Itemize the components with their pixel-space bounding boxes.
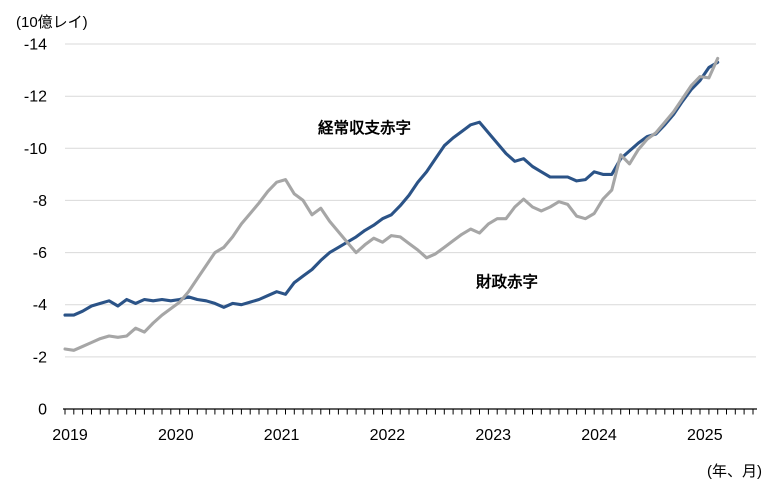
series-label-current-account-deficit: 経常収支赤字 (318, 120, 412, 137)
y-tick-label: -14 (24, 37, 47, 54)
x-tick-label: 2021 (264, 427, 300, 444)
y-tick-label: -12 (24, 89, 47, 106)
y-tick-label: -8 (33, 193, 47, 210)
series-label-fiscal-deficit: 財政赤字 (476, 274, 539, 291)
x-tick-label: 2019 (52, 427, 88, 444)
y-tick-label: -10 (24, 141, 47, 158)
x-tick-label: 2023 (475, 427, 511, 444)
y-tick-label: -2 (33, 349, 47, 366)
y-axis-unit-label: (10億レイ) (16, 14, 88, 31)
line-fiscal-deficit (63, 56, 720, 352)
y-tick-label: 0 (38, 402, 47, 419)
x-tick-label: 2024 (581, 427, 617, 444)
x-tick-label: 2022 (370, 427, 406, 444)
y-tick-label: -4 (33, 297, 47, 314)
x-tick-label: 2025 (687, 427, 723, 444)
x-tick-label: 2020 (158, 427, 194, 444)
x-axis-unit-label: (年、月) (707, 463, 762, 480)
line-current-account-deficit (63, 60, 720, 317)
y-tick-label: -6 (33, 245, 47, 262)
